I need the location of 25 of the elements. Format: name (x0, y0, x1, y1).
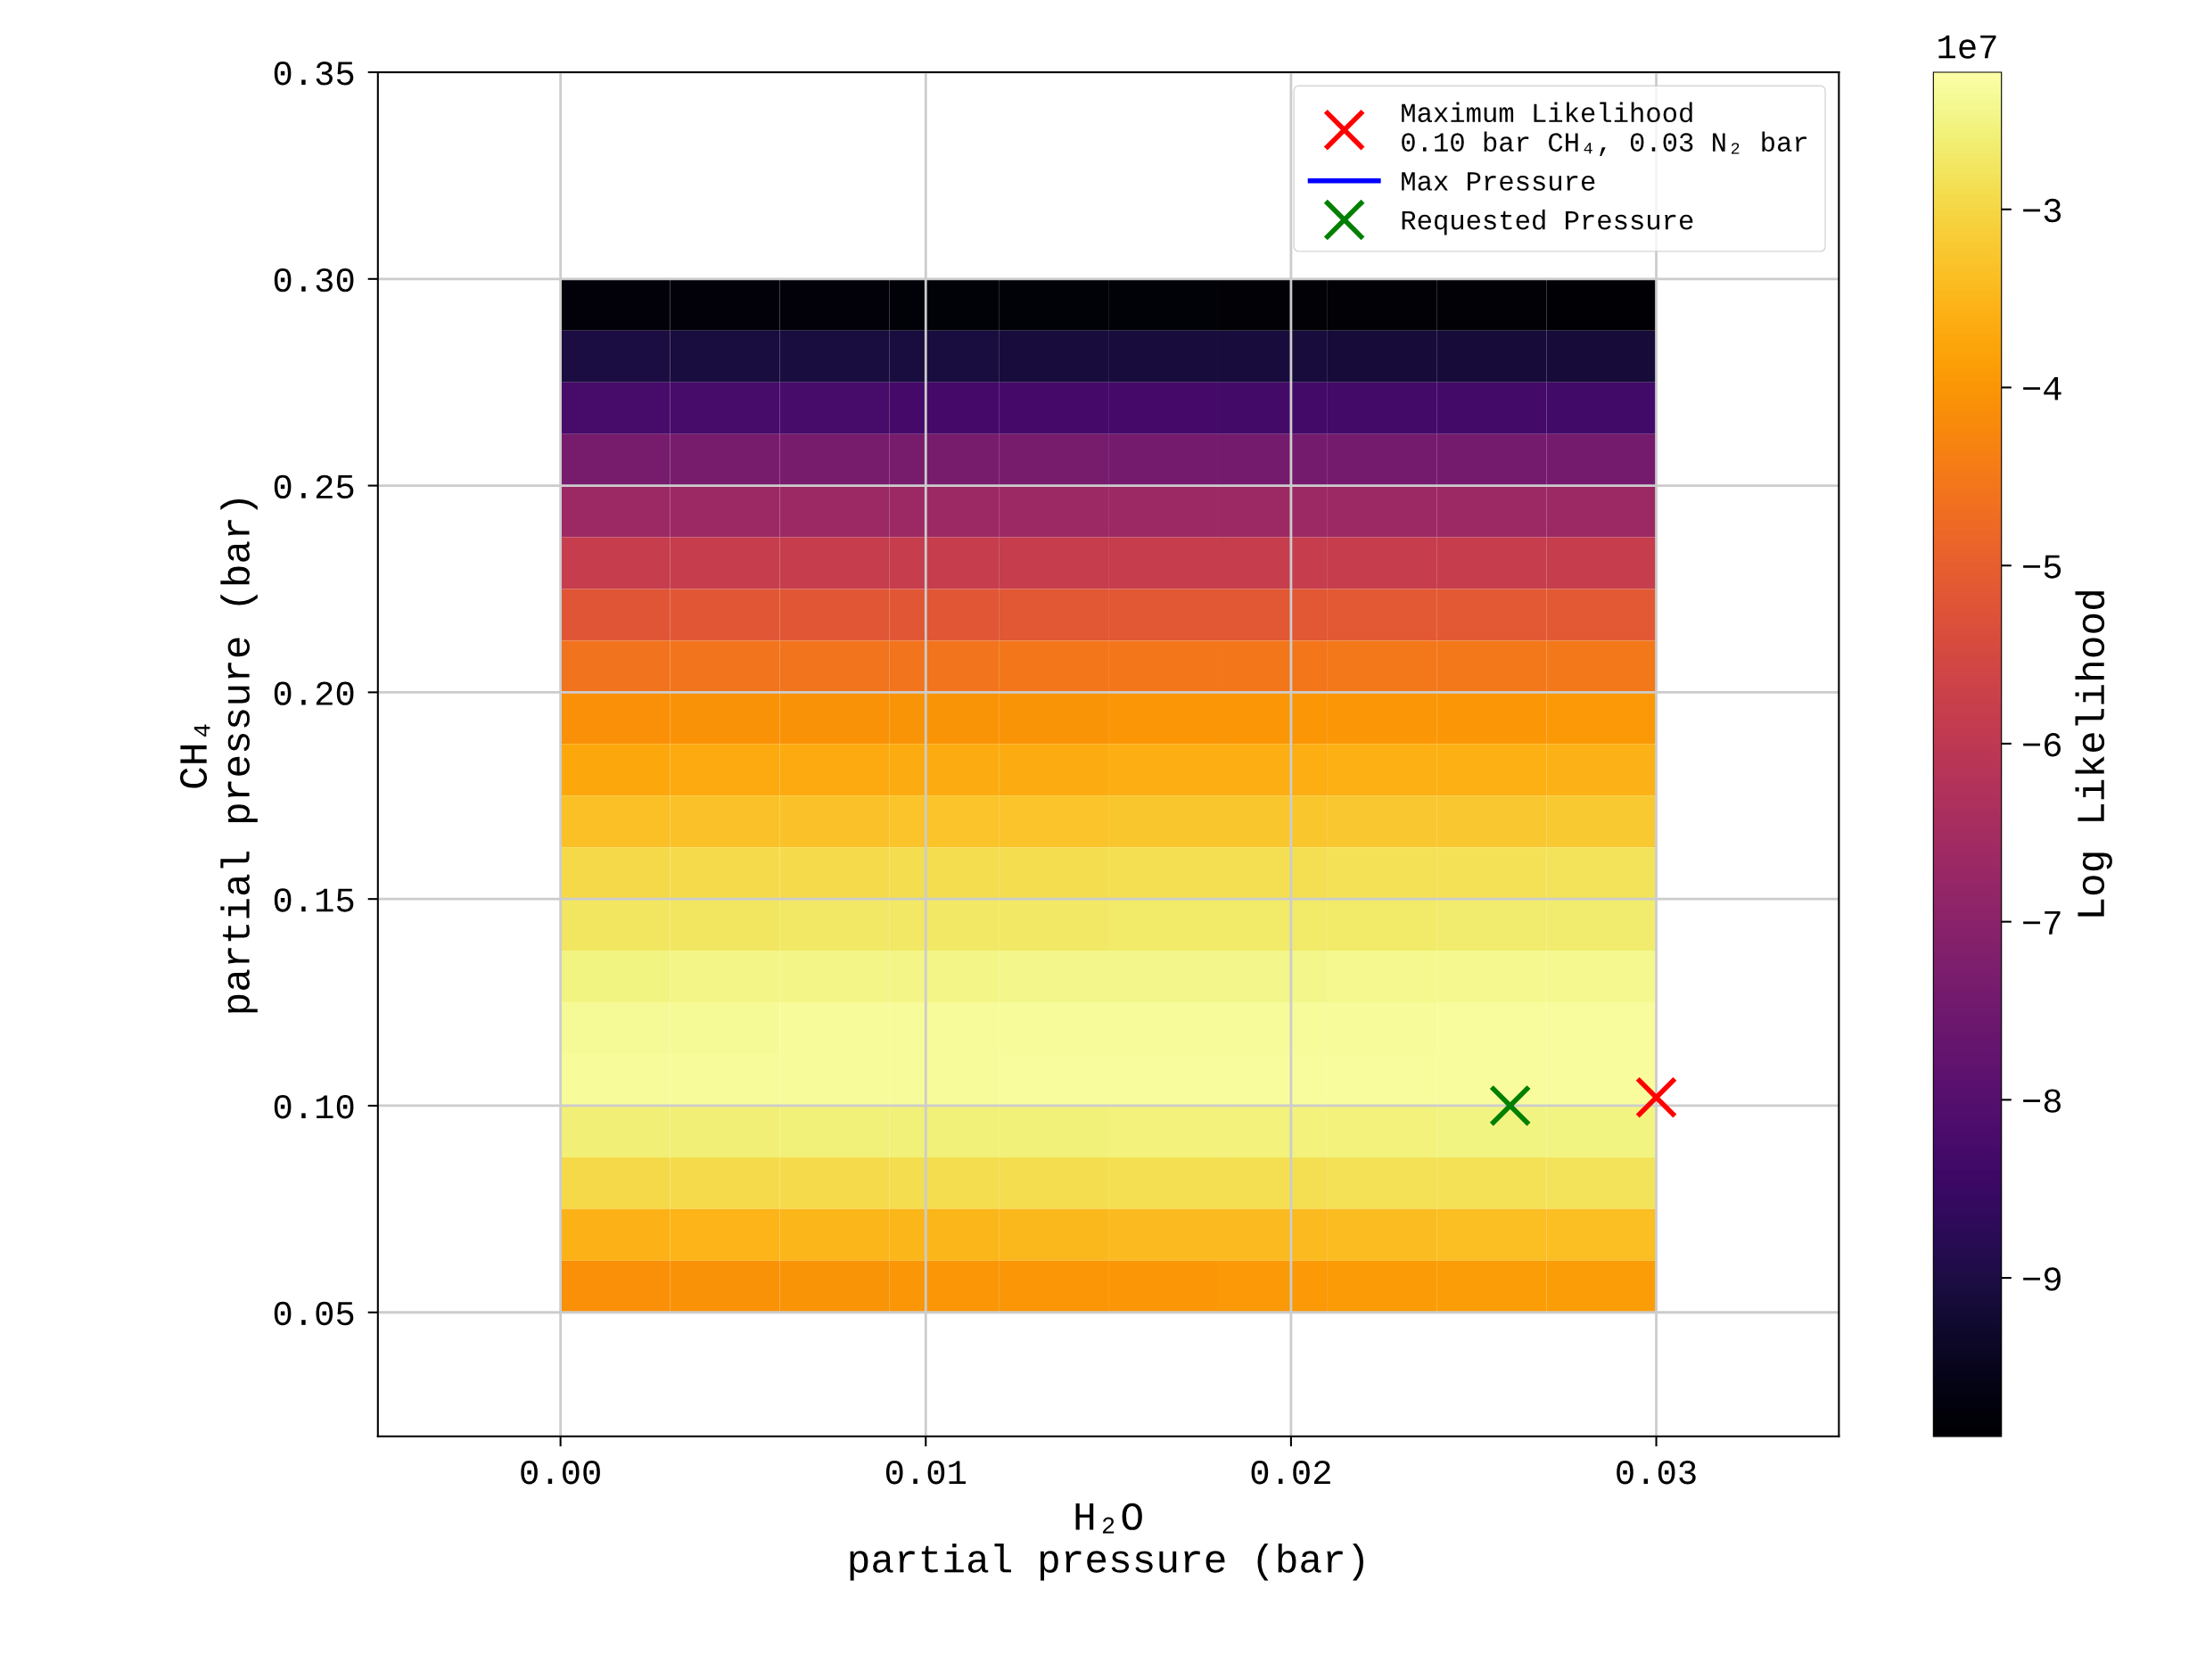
legend-label: Max Pressure (1402, 172, 1595, 191)
legend-label: Requested Pressure (1402, 210, 1693, 235)
color-bar-label: −3 (2023, 198, 2061, 223)
x-tick-label: 0.03 (1617, 1460, 1696, 1485)
x-tick-label: 0.00 (521, 1460, 600, 1485)
color-bar-title: Log Likelihood (2075, 591, 2112, 917)
x-tick-label: 0.02 (1251, 1460, 1330, 1485)
y-tick-label: 0.10 (274, 1095, 354, 1119)
y-tick-label: 0.25 (274, 474, 354, 499)
y-tick-label: 0.15 (274, 888, 354, 912)
y-tick-label: 0.30 (274, 268, 354, 292)
y-axis-title: CH₄ partial pressure (bar) (179, 499, 258, 1013)
color-bar-label: −8 (2023, 1089, 2061, 1113)
x-axis-title: H₂O partial pressure (bar) (850, 1503, 1363, 1581)
color-bar-label: −6 (2023, 733, 2061, 757)
color-bar-label: −5 (2023, 555, 2061, 579)
color-bar-label: −7 (2023, 911, 2061, 935)
color-bar-label: −9 (2023, 1267, 2061, 1291)
x-tick-label: 0.01 (885, 1460, 967, 1485)
color-bar-label: −4 (2023, 376, 2061, 400)
text: 1e7 (1938, 35, 1996, 59)
legend-label: Maximum Likelihood 0.10 bar CH₄, 0.03 N₂ bar (1402, 102, 1806, 157)
y-tick-label: 0.35 (274, 62, 354, 86)
y-tick-label: 0.20 (274, 681, 354, 705)
y-tick-label: 0.05 (274, 1301, 354, 1326)
